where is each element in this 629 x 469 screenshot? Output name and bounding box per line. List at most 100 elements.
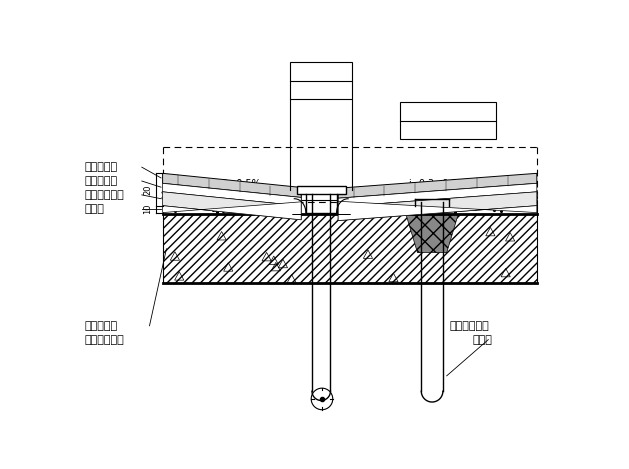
Point <box>172 198 182 205</box>
Point <box>470 206 481 213</box>
Point <box>486 200 496 207</box>
Point <box>454 198 464 206</box>
Bar <box>400 103 496 139</box>
Text: 管孔凿毛处理: 管孔凿毛处理 <box>84 335 124 345</box>
Point <box>346 206 356 214</box>
Point <box>496 207 506 214</box>
Point <box>286 203 296 211</box>
Bar <box>296 186 346 194</box>
Point <box>369 208 379 216</box>
Text: 20: 20 <box>143 184 153 195</box>
Point <box>526 204 537 212</box>
Point <box>252 201 262 208</box>
Point <box>370 202 380 209</box>
Point <box>249 206 259 213</box>
Polygon shape <box>338 192 537 220</box>
Bar <box>162 190 301 200</box>
Point <box>425 206 435 214</box>
Point <box>189 204 199 211</box>
Text: i=0.3~0.5%: i=0.3~0.5% <box>408 179 467 189</box>
Point <box>391 205 401 212</box>
Point <box>258 204 268 211</box>
Polygon shape <box>162 192 301 220</box>
Point <box>262 203 272 211</box>
Point <box>198 201 208 209</box>
Point <box>442 204 452 211</box>
Point <box>257 199 267 206</box>
Polygon shape <box>162 174 301 197</box>
Point <box>499 202 509 210</box>
Point <box>350 208 360 216</box>
Text: 水泥砂结合层: 水泥砂结合层 <box>84 190 124 200</box>
Point <box>282 207 292 215</box>
Point <box>438 205 448 213</box>
Point <box>441 207 451 215</box>
Point <box>495 201 505 209</box>
Point <box>186 203 196 210</box>
Point <box>390 200 400 208</box>
Point <box>216 202 226 210</box>
Text: 防水胶泥: 防水胶泥 <box>435 127 461 137</box>
Text: 10: 10 <box>143 204 153 214</box>
Bar <box>338 190 537 200</box>
Point <box>523 200 533 207</box>
Point <box>222 203 232 211</box>
Point <box>211 200 221 207</box>
Polygon shape <box>162 202 301 220</box>
Point <box>227 203 237 211</box>
Point <box>406 206 416 213</box>
Text: i=0.3~0.5%: i=0.3~0.5% <box>203 179 261 189</box>
Point <box>231 198 241 205</box>
Text: 排水管: 排水管 <box>473 335 493 345</box>
Point <box>171 199 181 206</box>
Point <box>344 204 354 212</box>
Point <box>203 198 213 206</box>
Text: 防水胶泥: 防水胶泥 <box>308 87 335 97</box>
Point <box>363 205 373 213</box>
Point <box>282 201 292 209</box>
Point <box>200 203 210 211</box>
Point <box>419 205 429 212</box>
Point <box>340 209 350 216</box>
Point <box>238 207 248 215</box>
Point <box>233 208 243 216</box>
Point <box>221 201 231 209</box>
Bar <box>291 62 352 99</box>
Point <box>208 207 218 214</box>
Point <box>421 207 431 214</box>
Point <box>342 201 352 209</box>
Text: 防水层: 防水层 <box>84 204 104 214</box>
Bar <box>162 200 537 214</box>
Text: 地面完成面: 地面完成面 <box>84 162 117 172</box>
Point <box>218 206 228 213</box>
Text: 防水层: 防水层 <box>311 67 331 76</box>
Text: 水泥砂浆封堵: 水泥砂浆封堵 <box>450 321 489 331</box>
Point <box>447 202 457 210</box>
Point <box>401 209 411 216</box>
Point <box>491 201 501 209</box>
Point <box>288 199 298 207</box>
Bar <box>162 214 537 283</box>
Point <box>491 204 501 212</box>
Point <box>212 208 222 216</box>
Polygon shape <box>406 214 459 253</box>
Point <box>345 202 355 210</box>
Point <box>370 201 380 208</box>
Point <box>474 199 484 207</box>
Point <box>224 207 234 214</box>
Point <box>218 207 228 214</box>
Point <box>231 203 241 210</box>
Point <box>514 205 524 212</box>
Text: 专用粘结剂: 专用粘结剂 <box>84 176 117 186</box>
Polygon shape <box>338 201 537 220</box>
Point <box>220 206 230 213</box>
Point <box>501 204 511 211</box>
Point <box>362 199 372 207</box>
Point <box>264 208 274 216</box>
Point <box>235 202 245 209</box>
Point <box>179 200 189 207</box>
Point <box>364 200 374 207</box>
Point <box>463 198 473 206</box>
Point <box>370 203 380 210</box>
Point <box>516 203 526 210</box>
